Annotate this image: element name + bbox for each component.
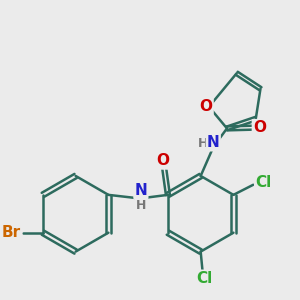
Text: H: H — [136, 199, 146, 212]
Text: H: H — [198, 137, 208, 150]
Text: N: N — [134, 183, 147, 198]
Text: O: O — [253, 120, 266, 135]
Text: Cl: Cl — [255, 176, 272, 190]
Text: N: N — [207, 135, 220, 150]
Text: Br: Br — [2, 225, 21, 240]
Text: O: O — [200, 99, 213, 114]
Text: O: O — [156, 154, 169, 169]
Text: Cl: Cl — [196, 271, 212, 286]
